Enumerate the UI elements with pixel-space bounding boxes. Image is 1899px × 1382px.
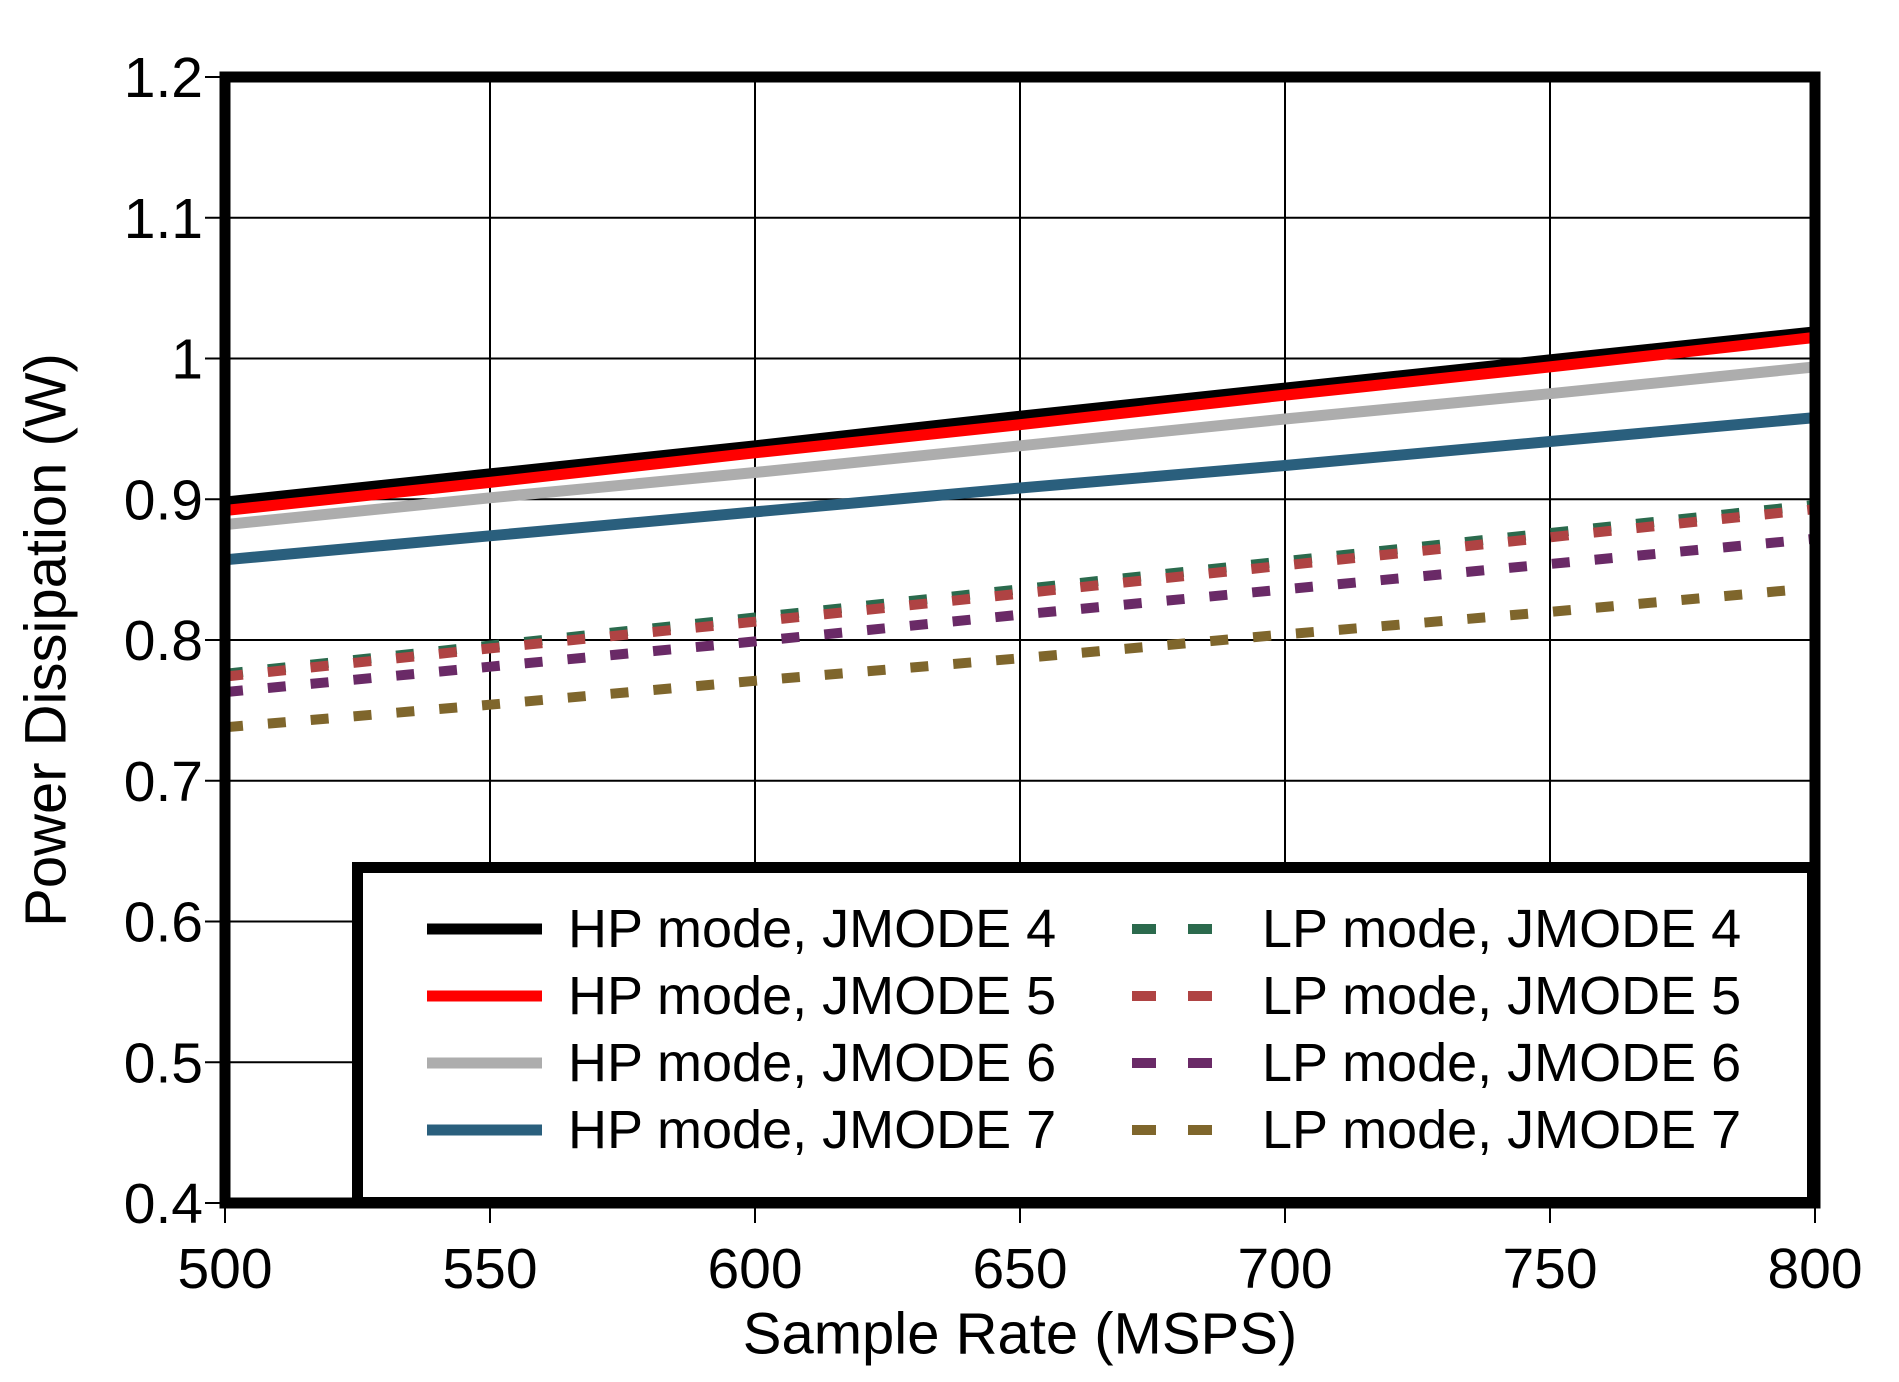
x-tick-label: 650	[972, 1237, 1067, 1301]
legend-label: HP mode, JMODE 7	[568, 1099, 1057, 1160]
x-tick-label: 500	[177, 1237, 272, 1301]
series-line-7	[224, 533, 1816, 698]
legend-swatch-dashed-line	[1132, 1057, 1236, 1068]
y-tick-label: 1.1	[124, 187, 203, 251]
y-axis-title: Power Dissipation (W)	[13, 353, 79, 927]
legend-label: HP mode, JMODE 4	[568, 898, 1057, 959]
legend-swatch-dashed-line	[1132, 923, 1236, 934]
y-tick-label: 0.4	[124, 1172, 203, 1236]
legend-swatch-solid-line	[427, 1124, 542, 1135]
legend-entry: LP mode, JMODE 5	[1132, 962, 1797, 1029]
legend-entry: LP mode, JMODE 6	[1132, 1029, 1797, 1096]
legend-entry: HP mode, JMODE 7	[427, 1096, 1132, 1163]
y-tick-label: 0.6	[124, 891, 203, 955]
series-line-2	[224, 331, 1816, 516]
legend-label: HP mode, JMODE 6	[568, 1032, 1057, 1093]
legend-label: LP mode, JMODE 5	[1262, 965, 1742, 1026]
legend-entry: LP mode, JMODE 4	[1132, 895, 1797, 962]
series-line-1	[224, 326, 1816, 508]
legend-entry: HP mode, JMODE 4	[427, 895, 1132, 962]
legend-label: LP mode, JMODE 4	[1262, 898, 1742, 959]
x-tick-label: 550	[442, 1237, 537, 1301]
series-line-6	[224, 504, 1816, 682]
x-axis-title: Sample Rate (MSPS)	[742, 1301, 1298, 1367]
legend-label: LP mode, JMODE 6	[1262, 1032, 1742, 1093]
series-line-4	[224, 412, 1816, 566]
legend-entry: HP mode, JMODE 5	[427, 962, 1132, 1029]
legend-label: HP mode, JMODE 5	[568, 965, 1057, 1026]
legend-label: LP mode, JMODE 7	[1262, 1099, 1742, 1160]
legend-swatch-solid-line	[427, 923, 542, 934]
legend-swatch-dashed-line	[1132, 990, 1236, 1001]
y-tick-label: 0.7	[124, 750, 203, 814]
y-tick-label: 1	[171, 328, 203, 392]
legend: HP mode, JMODE 4 LP mode, JMODE 4 HP mod…	[352, 862, 1818, 1208]
legend-entry: LP mode, JMODE 7	[1132, 1096, 1797, 1163]
y-tick-label: 1.2	[124, 46, 203, 110]
series-line-8	[224, 582, 1816, 733]
x-tick-label: 700	[1237, 1237, 1332, 1301]
series-line-3	[224, 361, 1816, 531]
legend-swatch-solid-line	[427, 1057, 542, 1068]
x-tick-label: 600	[707, 1237, 802, 1301]
legend-entry: HP mode, JMODE 6	[427, 1029, 1132, 1096]
y-tick-label: 0.9	[124, 468, 203, 532]
legend-swatch-solid-line	[427, 990, 542, 1001]
y-tick-label: 0.8	[124, 609, 203, 673]
y-tick-label: 0.5	[124, 1031, 203, 1095]
legend-swatch-dashed-line	[1132, 1124, 1236, 1135]
x-tick-label: 750	[1502, 1237, 1597, 1301]
x-tick-label: 800	[1767, 1237, 1862, 1301]
